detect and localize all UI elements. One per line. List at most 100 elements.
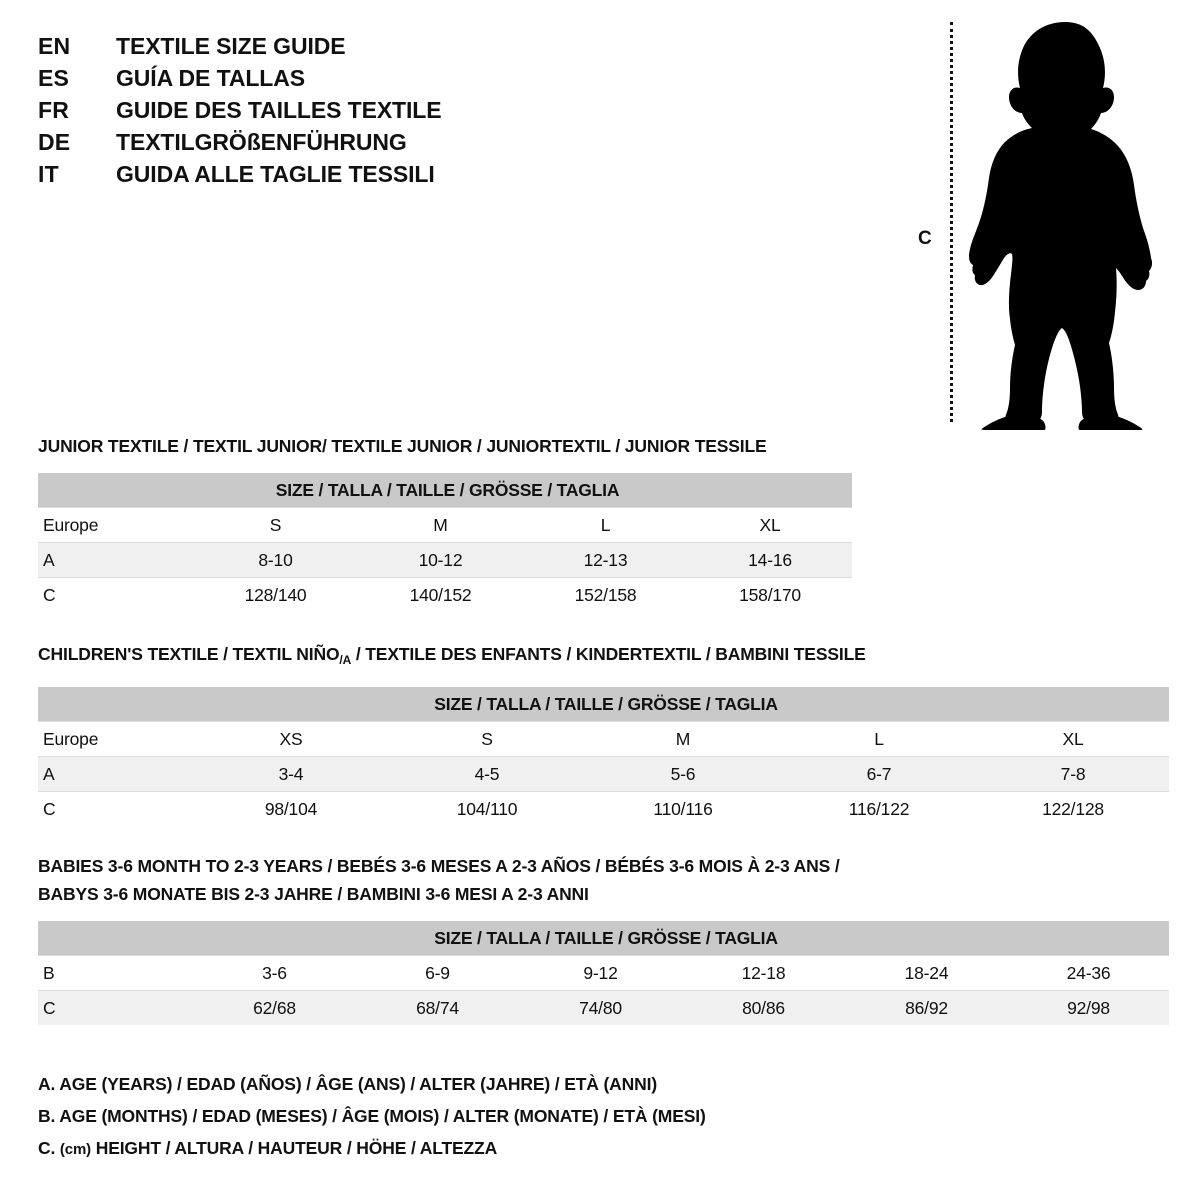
row-label: C bbox=[38, 577, 193, 612]
table-header-label-junior: SIZE / TALLA / TAILLE / GRÖSSE / TAGLIA bbox=[38, 473, 853, 508]
language-row-it: IT GUIDA ALLE TAGLIE TESSILI bbox=[38, 158, 558, 190]
legend-block: A. AGE (YEARS) / EDAD (AÑOS) / ÂGE (ANS)… bbox=[38, 1068, 1038, 1166]
table-header-row-junior: SIZE / TALLA / TAILLE / GRÖSSE / TAGLIA bbox=[38, 473, 853, 508]
table-cell: 8-10 bbox=[193, 542, 358, 578]
table-cell: 68/74 bbox=[356, 990, 519, 1025]
table-cell: 12-18 bbox=[682, 955, 845, 991]
language-code-es: ES bbox=[38, 65, 70, 91]
table-header-label-babies: SIZE / TALLA / TAILLE / GRÖSSE / TAGLIA bbox=[38, 921, 1170, 956]
table-cell: L bbox=[781, 721, 977, 757]
row-label: C bbox=[38, 990, 193, 1025]
row-label: C bbox=[38, 791, 193, 826]
table-cell: 6-7 bbox=[781, 756, 977, 792]
language-row-en: EN TEXTILE SIZE GUIDE bbox=[38, 30, 558, 62]
table-header-label-children: SIZE / TALLA / TAILLE / GRÖSSE / TAGLIA bbox=[38, 687, 1170, 722]
height-measure-dashed-line-icon bbox=[950, 22, 953, 422]
row-label: B bbox=[38, 955, 193, 991]
table-cell: 24-36 bbox=[1008, 955, 1170, 991]
table-cell: L bbox=[523, 507, 688, 543]
table-cell: M bbox=[585, 721, 781, 757]
table-cell: 122/128 bbox=[977, 791, 1170, 826]
row-label: Europe bbox=[38, 721, 193, 757]
table-cell: 4-5 bbox=[389, 756, 585, 792]
language-code-fr: FR bbox=[38, 97, 70, 123]
row-label: A bbox=[38, 756, 193, 792]
language-row-de: DE TEXTILGRÖßENFÜHRUNG bbox=[38, 126, 558, 158]
table-cell: XS bbox=[193, 721, 389, 757]
language-code-en: EN bbox=[38, 33, 71, 59]
language-row-es: ES GUÍA DE TALLAS bbox=[38, 62, 558, 94]
legend-line-c-prefix: C. bbox=[38, 1138, 60, 1158]
table-cell: 14-16 bbox=[688, 542, 853, 578]
table-cell: 152/158 bbox=[523, 577, 688, 612]
table-cell: S bbox=[193, 507, 358, 543]
legend-line-a: A. AGE (YEARS) / EDAD (AÑOS) / ÂGE (ANS)… bbox=[38, 1074, 658, 1094]
table-row: Europe S M L XL bbox=[38, 507, 853, 543]
legend-line-c: C. (cm) HEIGHT / ALTURA / HAUTEUR / HÖHE… bbox=[38, 1132, 1038, 1166]
table-cell: S bbox=[389, 721, 585, 757]
section-title-children: CHILDREN'S TEXTILE / TEXTIL NIÑO/A / TEX… bbox=[38, 640, 1169, 674]
table-cell: 86/92 bbox=[845, 990, 1008, 1025]
language-code-it: IT bbox=[38, 161, 59, 187]
table-cell: 5-6 bbox=[585, 756, 781, 792]
table-cell: 3-4 bbox=[193, 756, 389, 792]
table-cell: 9-12 bbox=[519, 955, 682, 991]
section-title-children-suffix: / TEXTILE DES ENFANTS / KINDERTEXTIL / B… bbox=[351, 644, 866, 664]
language-title-block: EN TEXTILE SIZE GUIDE ES GUÍA DE TALLAS … bbox=[38, 30, 558, 190]
section-title-babies-line1: BABIES 3-6 MONTH TO 2-3 YEARS / BEBÉS 3-… bbox=[38, 856, 840, 876]
table-cell: 74/80 bbox=[519, 990, 682, 1025]
table-cell: 10-12 bbox=[358, 542, 523, 578]
table-header-row-babies: SIZE / TALLA / TAILLE / GRÖSSE / TAGLIA bbox=[38, 921, 1170, 956]
section-title-children-sub: /A bbox=[339, 653, 352, 667]
legend-line-b: B. AGE (MONTHS) / EDAD (MESES) / ÂGE (MO… bbox=[38, 1106, 706, 1126]
table-row: C 62/68 68/74 74/80 80/86 86/92 92/98 bbox=[38, 990, 1170, 1025]
height-measurement-figure: C bbox=[900, 12, 1180, 432]
legend-line-c-unit: (cm) bbox=[59, 1141, 91, 1158]
size-table-children: SIZE / TALLA / TAILLE / GRÖSSE / TAGLIA … bbox=[38, 687, 1170, 826]
table-cell: 80/86 bbox=[682, 990, 845, 1025]
table-cell: 62/68 bbox=[193, 990, 356, 1025]
table-row: C 98/104 104/110 110/116 116/122 122/128 bbox=[38, 791, 1170, 826]
language-row-fr: FR GUIDE DES TAILLES TEXTILE bbox=[38, 94, 558, 126]
table-cell: 140/152 bbox=[358, 577, 523, 612]
measure-label-c: C bbox=[918, 228, 932, 249]
table-row: B 3-6 6-9 9-12 12-18 18-24 24-36 bbox=[38, 955, 1170, 991]
table-cell: XL bbox=[977, 721, 1170, 757]
table-cell: 6-9 bbox=[356, 955, 519, 991]
language-title-es: GUÍA DE TALLAS bbox=[116, 65, 305, 91]
size-table-junior: SIZE / TALLA / TAILLE / GRÖSSE / TAGLIA … bbox=[38, 473, 853, 612]
table-cell: 3-6 bbox=[193, 955, 356, 991]
table-cell: 158/170 bbox=[688, 577, 853, 612]
table-row: A 8-10 10-12 12-13 14-16 bbox=[38, 542, 853, 578]
table-cell: 98/104 bbox=[193, 791, 389, 826]
table-cell: 92/98 bbox=[1008, 990, 1170, 1025]
table-cell: 18-24 bbox=[845, 955, 1008, 991]
section-title-babies-line2: BABYS 3-6 MONATE BIS 2-3 JAHRE / BAMBINI… bbox=[38, 884, 589, 904]
row-label: Europe bbox=[38, 507, 193, 543]
language-title-it: GUIDA ALLE TAGLIE TESSILI bbox=[116, 161, 435, 187]
section-childrens-textile: CHILDREN'S TEXTILE / TEXTIL NIÑO/A / TEX… bbox=[38, 640, 1170, 826]
section-title-junior: JUNIOR TEXTILE / TEXTIL JUNIOR/ TEXTILE … bbox=[38, 436, 767, 456]
language-title-fr: GUIDE DES TAILLES TEXTILE bbox=[116, 97, 442, 123]
language-code-de: DE bbox=[38, 129, 71, 155]
table-cell: 104/110 bbox=[389, 791, 585, 826]
table-cell: M bbox=[358, 507, 523, 543]
language-title-en: TEXTILE SIZE GUIDE bbox=[116, 33, 346, 59]
section-junior-textile: JUNIOR TEXTILE / TEXTIL JUNIOR/ TEXTILE … bbox=[38, 432, 853, 612]
table-cell: 116/122 bbox=[781, 791, 977, 826]
table-cell: 128/140 bbox=[193, 577, 358, 612]
legend-line-c-rest: HEIGHT / ALTURA / HAUTEUR / HÖHE / ALTEZ… bbox=[91, 1138, 498, 1158]
table-row: A 3-4 4-5 5-6 6-7 7-8 bbox=[38, 756, 1170, 792]
table-cell: 110/116 bbox=[585, 791, 781, 826]
row-label: A bbox=[38, 542, 193, 578]
table-header-row-children: SIZE / TALLA / TAILLE / GRÖSSE / TAGLIA bbox=[38, 687, 1170, 722]
table-cell: XL bbox=[688, 507, 853, 543]
section-title-children-prefix: CHILDREN'S TEXTILE / TEXTIL NIÑO bbox=[38, 644, 340, 664]
section-babies-textile: BABIES 3-6 MONTH TO 2-3 YEARS / BEBÉS 3-… bbox=[38, 852, 1170, 1025]
child-silhouette-icon bbox=[969, 22, 1153, 430]
language-title-de: TEXTILGRÖßENFÜHRUNG bbox=[116, 129, 407, 155]
size-table-babies: SIZE / TALLA / TAILLE / GRÖSSE / TAGLIA … bbox=[38, 921, 1170, 1025]
table-row: C 128/140 140/152 152/158 158/170 bbox=[38, 577, 853, 612]
table-cell: 7-8 bbox=[977, 756, 1170, 792]
table-row: Europe XS S M L XL bbox=[38, 721, 1170, 757]
